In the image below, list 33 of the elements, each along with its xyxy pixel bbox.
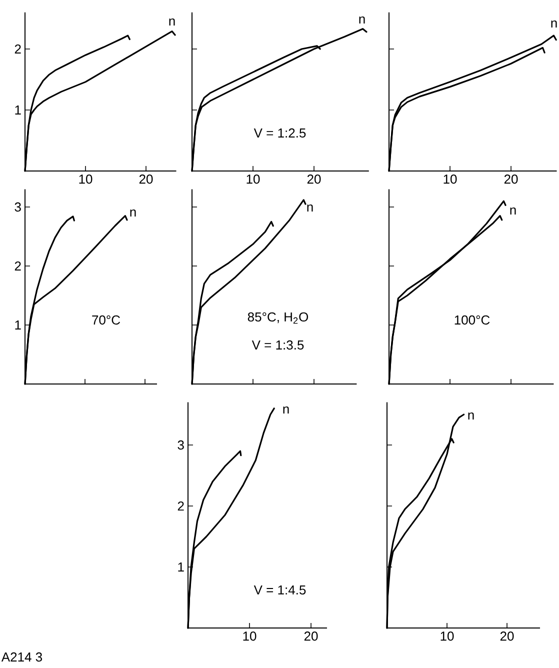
y-tick-label: 1	[15, 106, 21, 114]
annotation: V = 1:4.5	[254, 585, 306, 595]
x-tick-label: 10	[246, 174, 260, 184]
annotation: n	[307, 204, 313, 212]
x-tick-label: 10	[243, 632, 256, 641]
annotation: n	[551, 20, 557, 28]
x-tick-label: 10	[440, 632, 454, 641]
annotation: V = 1:2.5	[254, 128, 306, 138]
annotation: 85°C, H$_{2}$O	[248, 312, 308, 324]
annotation: 70°C	[92, 315, 120, 325]
text: A214 3	[1, 652, 42, 662]
y-tick-label: 3	[14, 202, 21, 212]
annotation: n	[359, 16, 365, 24]
y-tick-label: 2	[14, 44, 21, 54]
annotation: n	[283, 406, 289, 414]
annotation: 100°C	[454, 315, 490, 325]
y-tick-label: 2	[14, 261, 21, 271]
y-tick-label: 3	[178, 440, 184, 450]
annotation: n	[510, 207, 516, 214]
x-tick-label: 10	[444, 174, 457, 184]
annotation: n	[130, 209, 136, 216]
y-tick-label: 2	[178, 501, 184, 511]
y-tick-label: 1	[178, 562, 184, 572]
x-tick-label: 20	[500, 632, 514, 641]
annotation: V = 1:3.5	[252, 340, 304, 350]
x-tick-label: 20	[304, 632, 318, 641]
x-tick-label: 10	[79, 174, 92, 184]
annotation: n	[169, 18, 175, 26]
x-tick-label: 20	[504, 174, 518, 184]
annotation: n	[468, 412, 474, 420]
x-tick-label: 20	[307, 174, 321, 184]
x-tick-label: 20	[139, 174, 153, 184]
y-tick-label: 1	[15, 320, 21, 330]
